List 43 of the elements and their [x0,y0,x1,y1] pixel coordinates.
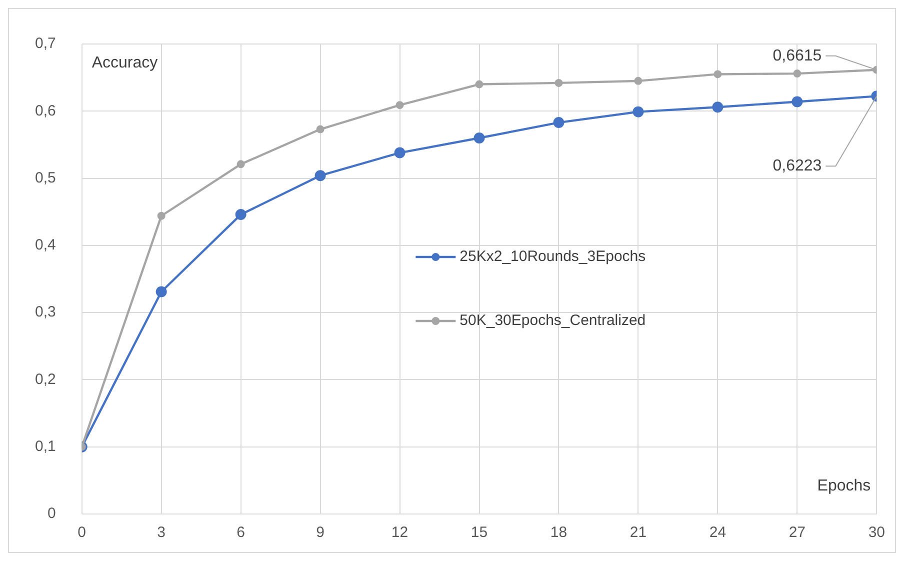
point [475,80,484,88]
y-tick-label: 0,2 [34,370,56,388]
x-tick-label: 12 [391,524,408,542]
legend-label: 50K_30Epochs_Centralized [460,312,646,330]
x-tick-label: 21 [630,524,647,542]
point [236,160,245,168]
point [792,96,803,108]
y-axis-title: Accuracy [92,54,158,72]
x-tick-label: 18 [550,524,568,542]
x-tick-label: 6 [236,524,245,542]
x-axis-title: Epochs [817,477,871,494]
y-tick-label: 0,5 [34,169,56,186]
point [793,70,802,78]
legend-label: 25Kx2_10Rounds_3Epochs [460,248,646,266]
point [712,102,724,113]
point [396,101,404,110]
y-tick-label: 0,3 [34,304,56,321]
data-label: 0,6223 [772,158,822,175]
data-label: 0,6615 [772,47,822,64]
x-tick-label: 30 [868,524,885,542]
y-tick-label: 0,4 [34,236,56,254]
x-tick-label: 24 [709,524,726,542]
point [554,78,563,87]
point [316,125,324,134]
y-tick-label: 0 [48,505,56,522]
point [394,147,406,158]
point [314,170,326,182]
point [714,70,722,78]
x-tick-label: 0 [78,524,86,542]
y-tick-label: 0,7 [34,35,56,52]
y-tick-label: 0,1 [34,438,56,455]
point [632,106,644,118]
point [553,117,564,128]
x-tick-label: 15 [470,524,488,542]
point [235,209,246,220]
x-tick-label: 3 [157,524,166,542]
x-tick-label: 9 [316,524,324,542]
x-tick-label: 27 [788,524,806,542]
point [634,76,642,85]
y-tick-label: 0,6 [34,102,56,120]
point [157,212,166,220]
point [156,286,167,298]
point [474,132,485,144]
